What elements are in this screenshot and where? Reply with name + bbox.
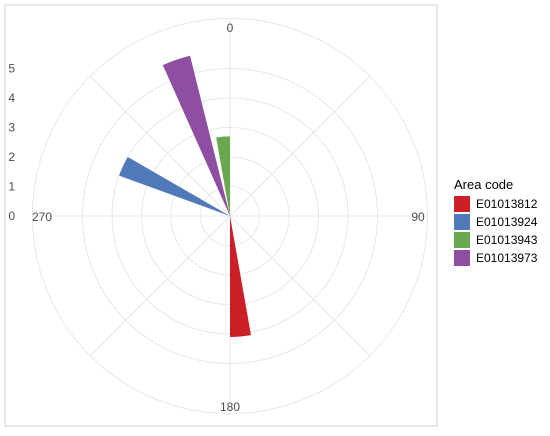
bars bbox=[119, 55, 251, 337]
radius-tick-label: 0 bbox=[8, 209, 15, 223]
grid-spoke bbox=[89, 75, 231, 217]
panel-border bbox=[4, 4, 438, 427]
legend-swatch bbox=[454, 196, 470, 212]
legend: Area code E01013812E01013924E01013943E01… bbox=[454, 177, 538, 266]
legend-label: E01013943 bbox=[476, 233, 538, 247]
grid-spoke bbox=[89, 215, 231, 357]
radius-tick-label: 1 bbox=[8, 180, 15, 194]
legend-swatch bbox=[454, 232, 470, 248]
angle-tick-label: 90 bbox=[411, 210, 425, 224]
bar-E01013973 bbox=[162, 55, 230, 217]
angle-tick-label: 0 bbox=[227, 21, 234, 35]
radius-tick-label: 5 bbox=[8, 62, 15, 76]
axis-ticks: 0 90 180 270 0 1 2 3 4 5 bbox=[8, 21, 425, 414]
legend-swatch bbox=[454, 250, 470, 266]
bar-E01013812 bbox=[230, 216, 251, 337]
radius-tick-label: 2 bbox=[8, 150, 15, 164]
legend-label: E01013924 bbox=[476, 215, 538, 229]
legend-label: E01013812 bbox=[476, 197, 538, 211]
angle-tick-label: 180 bbox=[220, 400, 240, 414]
angle-tick-label: 270 bbox=[32, 210, 52, 224]
legend-items: E01013812 E01013924 E01013943 E01013973 bbox=[454, 196, 538, 266]
bar-E01013924 bbox=[119, 157, 230, 216]
legend-label: E01013973 bbox=[476, 251, 538, 265]
legend-swatch bbox=[454, 214, 470, 230]
bar-E01013943 bbox=[216, 136, 230, 216]
grid-spoke bbox=[229, 75, 371, 217]
radius-tick-label: 4 bbox=[8, 91, 15, 105]
radius-tick-label: 3 bbox=[8, 121, 15, 135]
legend-title: Area code bbox=[454, 177, 513, 192]
grid-spoke bbox=[229, 215, 371, 357]
